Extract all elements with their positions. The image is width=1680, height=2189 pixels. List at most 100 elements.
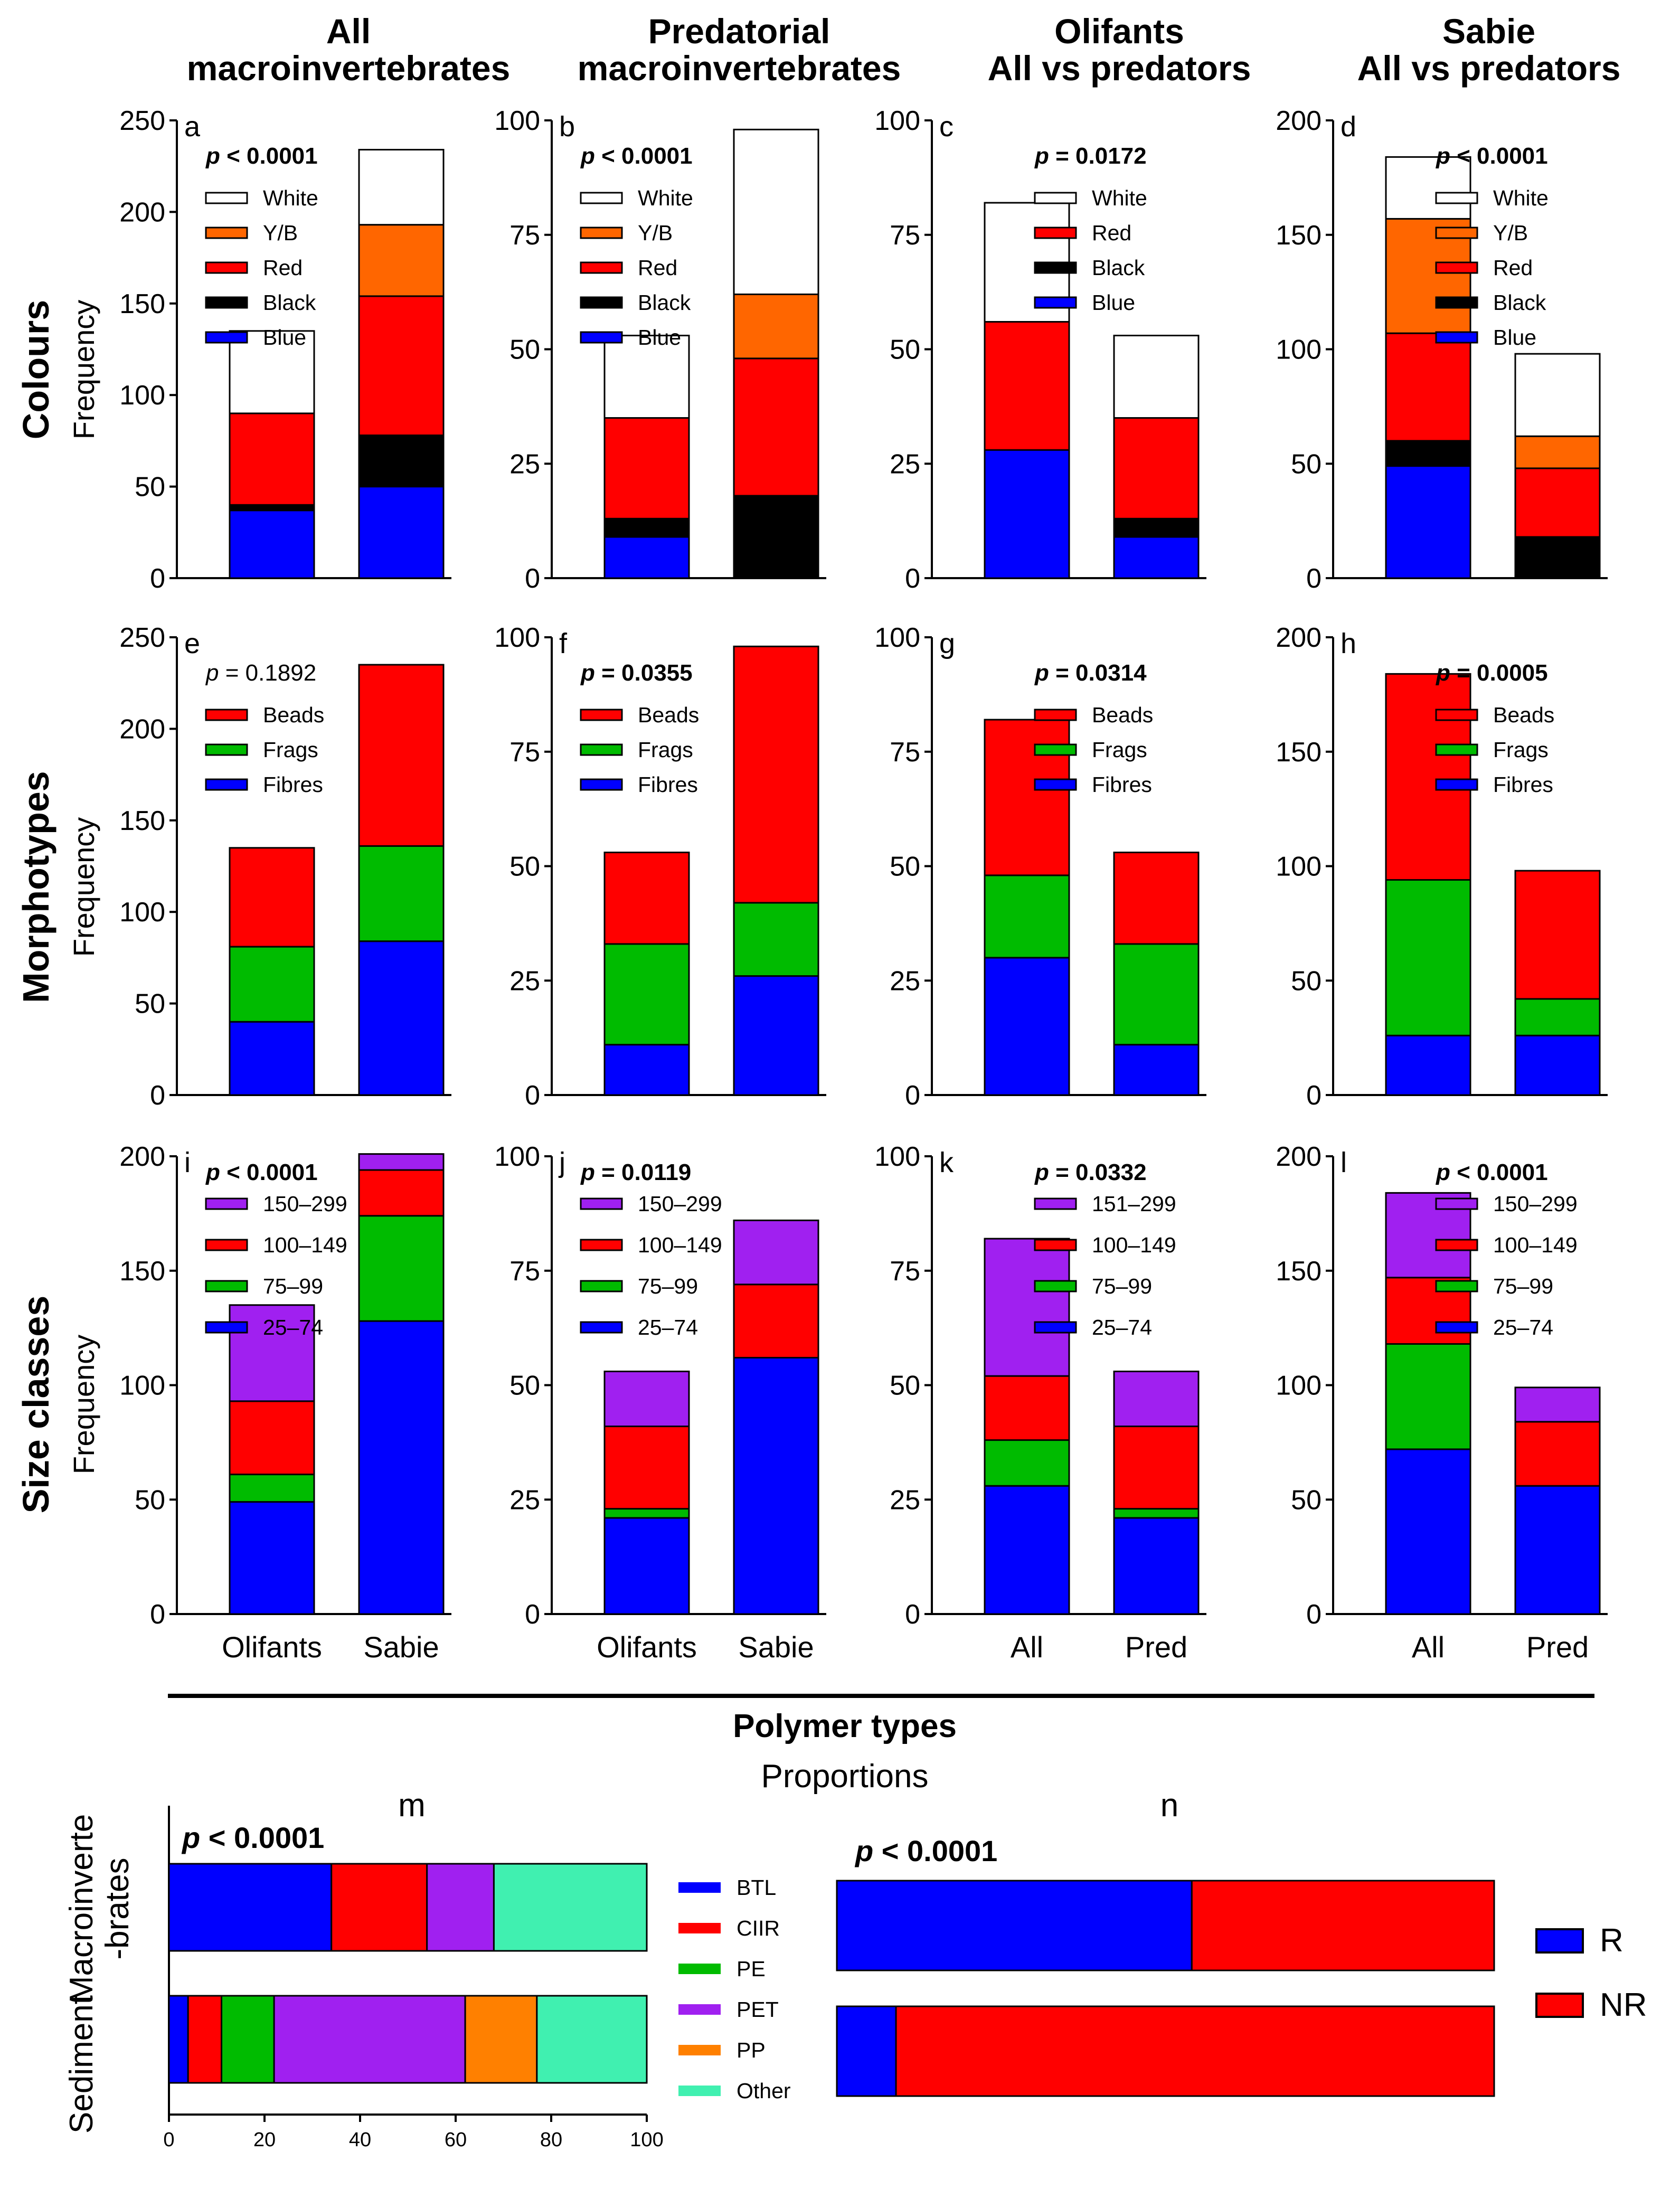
bar-segment-150–299 (358, 1153, 445, 1171)
y-tick-label: 100 (494, 1141, 540, 1172)
p-rest: = 0.0005 (1450, 660, 1548, 686)
y-tick-label: 150 (119, 806, 165, 836)
category-label-macro: Macroinverte -brates (63, 1814, 136, 2003)
legend-swatch-151–299 (1034, 1197, 1077, 1210)
y-tick-label: 0 (1306, 1599, 1322, 1630)
bar-segment-R (836, 1880, 1193, 1971)
legend-swatch-Beads (1435, 709, 1478, 721)
p-rest: < 0.0001 (873, 1834, 997, 1867)
bar-segment-Fibres (1514, 1034, 1601, 1096)
legend-swatch-150–299 (1435, 1197, 1478, 1210)
y-tick-label: 25 (509, 1485, 540, 1515)
bar-segment-Fibres (733, 975, 819, 1096)
section-subtitle: Proportions (761, 1758, 928, 1795)
legend-label: 100–149 (1493, 1233, 1578, 1257)
bar-segment-Frags (358, 845, 445, 942)
legend-label: 25–74 (1092, 1315, 1152, 1339)
column-header-line1: All (326, 12, 371, 51)
panel-letter: n (1160, 1787, 1178, 1824)
legend-swatch-Y/B (205, 227, 248, 239)
legend-label: 150–299 (638, 1192, 722, 1216)
y-tick-label: 150 (119, 1256, 165, 1287)
p-symbol: p (205, 1159, 220, 1185)
panel-l: 0 50 100 150 200 l All Pred p < 0.0001 150–299 100… (1276, 1141, 1608, 1664)
p-symbol: p (580, 1159, 595, 1185)
bar-segment-Red (229, 412, 315, 506)
legend-label: Beads (638, 703, 699, 727)
bar-segment-151–299 (1113, 1370, 1200, 1428)
legend-label: Frags (638, 738, 693, 762)
bar-segment-Frags (1385, 879, 1471, 1036)
panel-a: 0 50 100 150 200 250 ap < 0.0001 White Y/B Red Bla… (119, 106, 451, 594)
bar-segment-Fibres (358, 940, 445, 1096)
legend-label: Fibres (1092, 772, 1152, 797)
bar-segment-White (1385, 156, 1471, 220)
legend-swatch-Black (580, 296, 623, 309)
y-tick-label: 75 (509, 220, 540, 251)
legend-swatch-White (1034, 192, 1077, 204)
legend-label: NR (1600, 1987, 1647, 2023)
panel-letter: d (1341, 111, 1356, 143)
legend-label: Fibres (1493, 772, 1553, 797)
legend-swatch-Blue (580, 331, 623, 344)
p-rest: = 0.1892 (219, 660, 316, 686)
bar-segment-Other (493, 1863, 648, 1952)
y-tick-label: 250 (119, 106, 165, 136)
legend-swatch-Y/B (1435, 227, 1478, 239)
y-tick-label: 200 (119, 197, 165, 228)
bar-segment-Fibres (984, 957, 1070, 1096)
panel-i: 0 50 100 150 200 i Olifants Sabie p < 0.0001 150–… (119, 1141, 451, 1664)
p-value: p = 0.0005 (1436, 660, 1548, 686)
bar-segment-75–99 (358, 1215, 445, 1322)
legend-swatch-100–149 (205, 1239, 248, 1251)
y-tick-label: 100 (874, 1141, 920, 1172)
legend-swatch-Blue (205, 331, 248, 344)
y-tick-label: 150 (1276, 737, 1322, 768)
legend-swatch-R (1535, 1928, 1584, 1954)
y-tick-label: 50 (135, 1485, 165, 1515)
p-value: p < 0.0001 (1436, 1159, 1548, 1185)
legend-label: White (1493, 186, 1549, 210)
bar-segment-CIIR (331, 1863, 428, 1952)
bar-segment-Black (229, 504, 315, 512)
bar-segment-Y/B (358, 224, 445, 297)
bar-segment-Black (1113, 517, 1200, 538)
y-tick-label: 200 (119, 1141, 165, 1172)
y-tick-label: 75 (890, 220, 920, 251)
bar-segment-Black (1514, 536, 1601, 579)
bar-segment-Frags (603, 943, 690, 1046)
bar-segment-White (358, 148, 445, 226)
bar-segment-Blue (984, 449, 1070, 579)
legend-swatch-Blue (1435, 331, 1478, 344)
p-value: p = 0.1892 (205, 660, 316, 686)
bar-segment-25–74 (1385, 1448, 1471, 1615)
bar-segment-White (1113, 334, 1200, 419)
y-tick-label: 150 (1276, 220, 1322, 251)
y-tick-label: 0 (905, 1080, 920, 1111)
x-category-label: All (1412, 1630, 1445, 1664)
legend-swatch-BTL (678, 1882, 721, 1893)
y-tick-label: 250 (119, 622, 165, 653)
panel-letter: l (1341, 1147, 1347, 1178)
bar-segment-100–149 (358, 1169, 445, 1217)
y-tick-label: 100 (1276, 852, 1322, 882)
legend-label: 25–74 (638, 1315, 698, 1339)
y-tick-label: 75 (890, 1256, 920, 1287)
legend-swatch-25–74 (580, 1321, 623, 1334)
panel-g: 0 25 50 75 100 g p = 0.0314 Beads Frags Fibres (874, 622, 1206, 1111)
y-tick-label: 50 (890, 1371, 920, 1401)
y-tick-label: 50 (890, 335, 920, 365)
p-value: p < 0.0001 (205, 143, 318, 169)
legend-label: Frags (263, 738, 318, 762)
legend-label: R (1600, 1922, 1624, 1959)
bar-segment-Beads (984, 719, 1070, 876)
legend-label: Fibres (263, 772, 323, 797)
legend-swatch-Fibres (1034, 778, 1077, 791)
legend-label: Beads (263, 703, 324, 727)
legend-swatch-100–149 (580, 1239, 623, 1251)
legend-label: CIIR (737, 1916, 780, 1940)
y-tick-label: 0 (525, 563, 540, 594)
legend-label: Y/B (1493, 221, 1528, 245)
